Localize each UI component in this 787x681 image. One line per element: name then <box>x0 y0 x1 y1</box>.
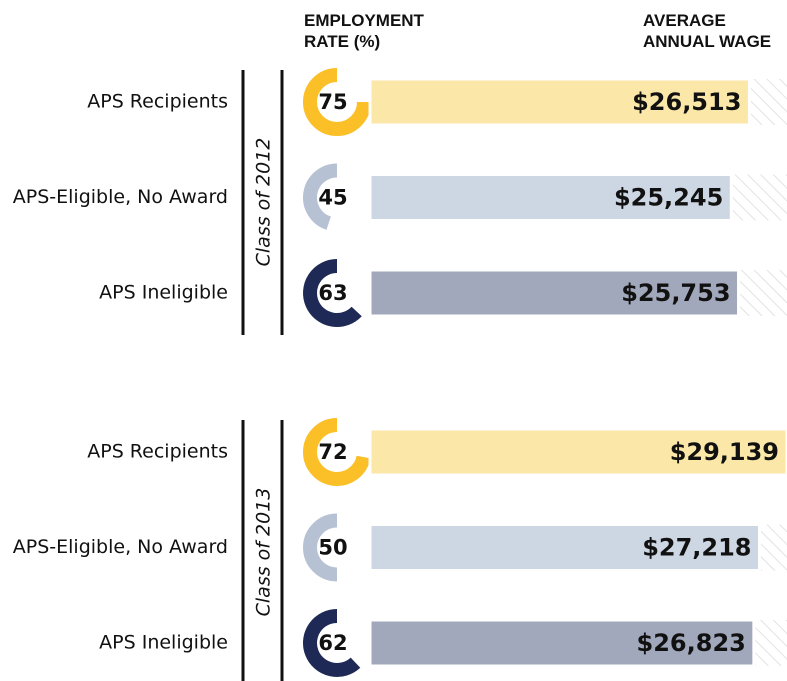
wage-label: $25,245 <box>614 184 723 212</box>
employment-ring <box>303 163 338 230</box>
employment-header: EMPLOYMENT RATE (%) <box>304 11 424 51</box>
employment-value: 45 <box>318 186 347 210</box>
employment-ring <box>303 609 361 677</box>
wage-bar <box>368 618 756 668</box>
employment-value: 72 <box>318 440 347 464</box>
wage-bar <box>368 427 787 477</box>
employment-value: 50 <box>318 536 347 560</box>
category-label: APS Recipients <box>87 91 228 113</box>
wage-label: $26,513 <box>632 88 741 116</box>
group-label: Class of 2013 <box>253 488 275 617</box>
category-label: APS Recipients <box>87 441 228 463</box>
employment-value: 62 <box>318 631 347 655</box>
category-label: APS-Eligible, No Award <box>13 536 228 558</box>
employment-ring <box>303 418 371 486</box>
employment-ring <box>303 259 362 327</box>
wage-bar <box>368 77 751 127</box>
wage-label: $25,753 <box>621 279 730 307</box>
employment-value: 75 <box>318 90 347 114</box>
employment-ring <box>303 68 371 136</box>
wage-label: $26,823 <box>637 629 746 657</box>
group-label: Class of 2012 <box>253 138 275 267</box>
wage-label: $29,139 <box>670 438 779 466</box>
employment-value: 63 <box>318 281 347 305</box>
wage-header: AVERAGE ANNUAL WAGE <box>643 11 772 51</box>
employment-ring <box>303 513 338 582</box>
wage-bar <box>368 268 741 318</box>
wage-bar <box>368 523 762 572</box>
wage-bar <box>368 173 733 222</box>
wage-label: $27,218 <box>642 534 751 562</box>
category-label: APS-Eligible, No Award <box>13 186 228 208</box>
category-label: APS Ineligible <box>99 282 228 304</box>
category-label: APS Ineligible <box>99 632 228 654</box>
